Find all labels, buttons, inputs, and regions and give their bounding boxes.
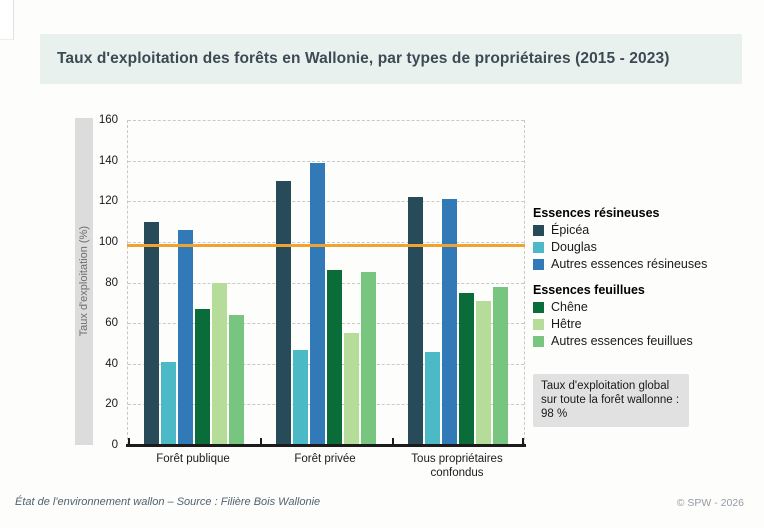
x-axis-tick	[128, 438, 130, 445]
gridline-160	[128, 120, 524, 121]
legend-swatch-icon	[533, 259, 544, 270]
legend-item-ch-ne: Chêne	[533, 299, 743, 316]
y-tick-label: 140	[98, 154, 118, 167]
annotation-box: Taux d'exploitation global sur toute la …	[533, 374, 689, 427]
bar-autres-essences-feuillues	[493, 286, 508, 445]
x-axis	[126, 444, 526, 447]
legend-item-douglas: Douglas	[533, 239, 743, 256]
legend-item--pic-a: Épicéa	[533, 222, 743, 239]
x-category-label: Forêt privée	[294, 453, 356, 465]
legend-item-autres-essences-r-sineuses: Autres essences résineuses	[533, 256, 743, 273]
y-tick-label: 60	[105, 317, 118, 330]
bar-autres-essences-r-sineuses	[178, 229, 193, 445]
bar-autres-essences-feuillues	[229, 315, 244, 445]
y-tick-label: 160	[98, 114, 118, 126]
bar--pic-a	[408, 197, 423, 445]
legend-item-label: Chêne	[551, 300, 588, 314]
legend-item-label: Autres essences feuillues	[551, 334, 693, 348]
x-axis-tick	[260, 438, 262, 445]
legend-gap	[533, 273, 743, 282]
gridline-120	[128, 201, 524, 203]
bar--pic-a	[144, 221, 159, 445]
gridline-100	[128, 241, 524, 243]
legend-group-title: Essences feuillues	[533, 283, 645, 297]
y-tick-label: 100	[98, 235, 118, 248]
footer-copyright: © SPW - 2026	[676, 497, 744, 509]
bar-douglas	[293, 349, 308, 445]
legend-group-title: Essences résineuses	[533, 206, 660, 220]
y-tick-label: 80	[105, 276, 118, 289]
legend-swatch-icon	[533, 242, 544, 253]
bar-autres-essences-r-sineuses	[442, 199, 457, 445]
x-category-label: Forêt publique	[156, 453, 230, 465]
bar-douglas	[161, 361, 176, 445]
title-banner: Taux d'exploitation des forêts en Wallon…	[40, 34, 742, 84]
y-tick-label: 40	[105, 357, 118, 370]
gridline-80	[128, 282, 524, 284]
x-axis-tick	[522, 438, 524, 445]
bar-douglas	[425, 351, 440, 445]
legend: Essences résineuses Épicéa Douglas Autres e…	[533, 205, 743, 350]
gridline-60	[128, 323, 524, 325]
x-axis-tick	[392, 438, 394, 445]
bar--pic-a	[276, 180, 291, 445]
y-tick-label: 120	[98, 195, 118, 208]
x-category-label: Tous propriétaires confondus	[411, 453, 503, 479]
bar-h-tre	[476, 300, 491, 445]
gridline-40	[128, 363, 524, 365]
legend-item-label: Épicéa	[551, 223, 590, 237]
bar-autres-essences-feuillues	[361, 272, 376, 445]
y-tick-label: 20	[105, 398, 118, 411]
bar-autres-essences-r-sineuses	[310, 162, 325, 445]
legend-item-h-tre: Hêtre	[533, 316, 743, 333]
legend-swatch-icon	[533, 319, 544, 330]
y-tick-label: 0	[111, 439, 118, 451]
legend-item-label: Hêtre	[551, 317, 582, 331]
gridline-20	[128, 404, 524, 406]
gridline-140	[128, 160, 524, 162]
bar-ch-ne	[459, 292, 474, 445]
bar-ch-ne	[195, 308, 210, 445]
legend-item-autres-essences-feuillues: Autres essences feuillues	[533, 333, 743, 350]
bar-h-tre	[344, 333, 359, 445]
legend-item-label: Autres essences résineuses	[551, 257, 708, 271]
page-title: Taux d'exploitation des forêts en Wallon…	[57, 50, 670, 67]
footer-source: État de l'environnement wallon – Source …	[15, 496, 321, 508]
legend-swatch-icon	[533, 336, 544, 347]
corner-card-artifact	[0, 0, 14, 40]
legend-swatch-icon	[533, 302, 544, 313]
bar-h-tre	[212, 282, 227, 445]
plot-area	[126, 120, 526, 447]
legend-item-label: Douglas	[551, 240, 597, 254]
legend-swatch-icon	[533, 225, 544, 236]
bar-ch-ne	[327, 270, 342, 445]
y-axis-label-strip: Taux d'exploitation (%)	[75, 118, 93, 445]
reference-line	[127, 244, 525, 248]
